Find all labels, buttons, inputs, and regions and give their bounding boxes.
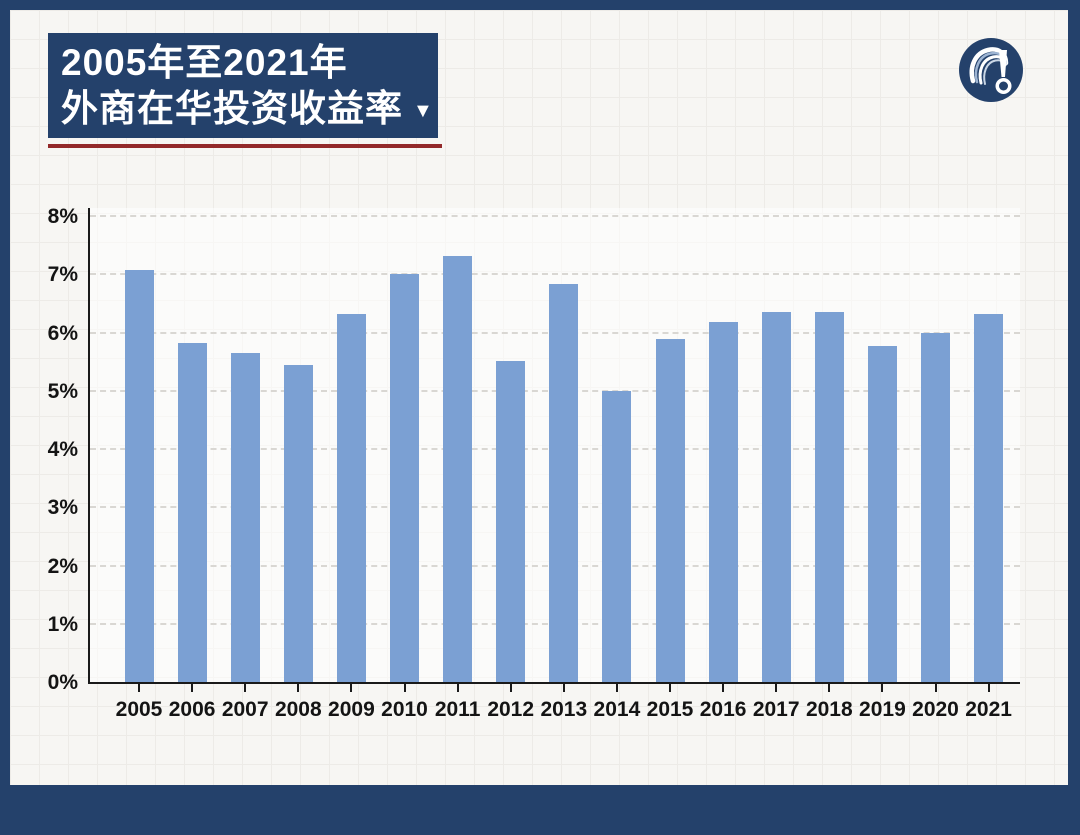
bar-2012 [496,361,526,682]
y-axis-label: 4% [47,438,78,461]
bar-2006 [177,343,207,682]
dropdown-arrow-icon: ▼ [413,100,434,122]
y-axis-label: 0% [47,671,78,694]
bar-2021 [974,314,1004,682]
bar-2009 [336,314,366,682]
chart-title-line2: 外商在华投资收益率 ▼ [61,86,438,134]
x-tick-2018 [828,684,831,692]
x-tick-2009 [350,684,353,692]
gridline-8pct [90,215,1020,217]
x-axis-label: 2017 [752,698,800,721]
x-axis-label: 2007 [221,698,269,721]
x-tick-2008 [297,684,300,692]
x-tick-2019 [881,684,884,692]
y-axis-label: 8% [47,205,78,228]
x-axis-label: 2019 [859,698,906,721]
x-axis-label: 2016 [699,698,747,721]
bar-2011 [443,256,473,682]
x-axis-label: 2006 [168,698,216,721]
x-axis-label: 2009 [328,698,375,721]
x-axis-label: 2020 [912,698,959,721]
gridline-7pct [90,273,1020,276]
canvas: 2005年至2021年 外商在华投资收益率 ▼ 0% 1% 2% 3% 4% 5% 6% 7% 8… [10,10,1068,785]
x-tick-2021 [987,684,990,692]
y-axis-label: 7% [47,263,78,287]
bar-2016 [708,322,738,682]
x-axis-label: 2013 [540,698,588,721]
y-axis-label: 6% [47,321,78,345]
y-axis-labels: 0% 1% 2% 3% 4% 5% 6% 7% 8% [10,205,78,694]
x-axis-label: 2011 [434,698,481,721]
title-underline [48,144,442,148]
bar-2015 [655,338,685,682]
x-tick-2010 [403,684,406,692]
x-tick-2006 [191,684,194,692]
x-tick-2011 [456,684,459,692]
x-axis-label: 2021 [965,698,1012,721]
x-axis-label: 2018 [805,698,853,721]
bar-2005 [124,269,154,682]
x-tick-2012 [509,684,512,692]
chart-title-line2-text: 外商在华投资收益率 [61,88,403,129]
y-axis-label: 1% [47,612,78,636]
bar-2010 [390,273,419,682]
bar-2008 [283,364,313,682]
x-axis-label: 2008 [274,698,322,721]
bar-2007 [230,352,260,682]
chart-title-line1: 2005年至2021年 [61,42,348,83]
x-axis-label: 2005 [115,698,163,721]
x-axis-label: 2014 [593,698,641,721]
x-tick-2007 [244,684,247,692]
x-tick-2015 [669,684,671,692]
chart-title-box: 2005年至2021年 外商在华投资收益率 ▼ [48,33,438,138]
brand-logo-icon [959,38,1023,102]
bar-2018 [814,312,844,682]
x-tick-2005 [138,684,140,692]
x-tick-2017 [775,684,778,692]
x-tick-2014 [615,684,618,692]
y-axis-label: 3% [47,496,78,520]
bar-2019 [867,345,897,682]
bar-2013 [549,284,579,682]
x-axis-label: 2015 [646,698,694,721]
bar-2020 [921,332,950,682]
x-tick-2020 [934,684,937,692]
x-axis-label: 2012 [487,698,535,721]
bar-2017 [761,311,791,682]
plot-area: 2005 2006 2007 2008 2009 2010 2011 2012 2013 2014… [88,208,1020,721]
x-axis-label: 2010 [381,698,428,721]
y-axis-label: 2% [47,554,78,578]
x-tick-2016 [722,684,725,692]
bar-2014 [602,390,632,682]
y-axis-label: 5% [47,379,78,403]
x-tick-2013 [562,684,565,692]
